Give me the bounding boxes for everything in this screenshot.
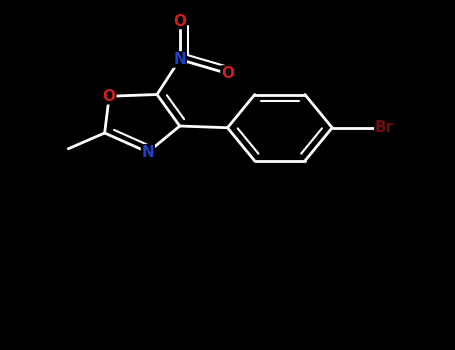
Text: N: N: [173, 52, 186, 67]
Text: O: O: [173, 14, 186, 28]
Text: Br: Br: [375, 120, 394, 135]
Text: N: N: [142, 145, 154, 160]
Text: O: O: [103, 89, 116, 104]
Text: O: O: [221, 66, 234, 81]
